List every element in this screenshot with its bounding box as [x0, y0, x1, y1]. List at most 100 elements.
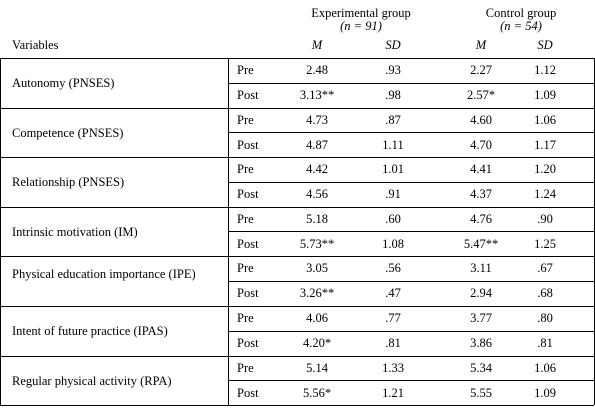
exp-sd-cell: .87: [385, 112, 401, 127]
variables-column-header: Variables: [12, 38, 59, 52]
exp-mean-cell: 5.73**: [299, 236, 335, 251]
ctl-sd-cell: 1.25: [534, 236, 556, 251]
ctl-sd-cell: .80: [537, 311, 553, 325]
control-group-header: Control group (n = 54): [486, 7, 556, 33]
exp-sd-cell: 1.21: [382, 385, 404, 400]
phase-label: Post: [237, 88, 259, 102]
ctl-mean-cell: 4.41: [470, 162, 492, 177]
pre-post-divider: [228, 380, 594, 381]
exp-sd-header: SD: [385, 38, 401, 52]
exp-sd-cell: .91: [385, 187, 401, 202]
ctl-sd-cell: 1.09: [534, 88, 556, 102]
group-divider: [0, 58, 594, 59]
group-divider: [0, 207, 594, 208]
phase-label: Post: [237, 336, 259, 350]
experimental-group-n: (n = 91): [340, 19, 382, 33]
ctl-mean-cell: 2.94: [470, 286, 492, 301]
ctl-sd-cell: .68: [537, 286, 553, 301]
phase-label: Pre: [237, 311, 254, 325]
exp-mean-cell: 4.87: [306, 137, 328, 152]
ctl-mean-header: M: [475, 38, 487, 52]
group-divider: [0, 157, 594, 158]
ctl-sd-cell: .90: [537, 211, 553, 226]
variable-label: Relationship (PNSES): [12, 175, 125, 190]
ctl-mean-cell: 3.77: [470, 311, 492, 325]
exp-sd-cell: .56: [385, 261, 401, 276]
exp-mean-cell: 2.48: [306, 63, 328, 77]
variable-label: Intrinsic motivation (IM): [12, 224, 138, 239]
exp-mean-cell: 3.05: [306, 261, 328, 276]
control-group-label: Control group: [485, 6, 557, 20]
exp-mean-header: M: [311, 38, 323, 52]
pre-post-divider: [228, 231, 594, 232]
group-divider: [0, 356, 594, 357]
pre-post-divider: [228, 132, 594, 133]
ctl-mean-cell: 3.86: [470, 336, 492, 350]
phase-label: Post: [237, 385, 259, 400]
ctl-sd-cell: 1.20: [534, 162, 556, 177]
exp-mean-cell: 4.20*: [302, 336, 332, 350]
ctl-mean-cell: 5.47**: [463, 236, 499, 251]
ctl-sd-cell: 1.17: [534, 137, 556, 152]
table-bottom-rule: [0, 405, 594, 406]
phase-label: Pre: [237, 360, 254, 375]
ctl-sd-cell: .67: [537, 261, 553, 276]
exp-sd-cell: .60: [385, 211, 401, 226]
group-divider: [0, 256, 594, 257]
ctl-sd-cell: 1.06: [534, 360, 556, 375]
variable-label: Physical education importance (IPE): [12, 267, 196, 282]
variable-label: Competence (PNSES): [12, 125, 124, 140]
ctl-mean-cell: 4.70: [470, 137, 492, 152]
ctl-mean-cell: 4.76: [470, 211, 492, 226]
phase-label: Pre: [237, 261, 254, 276]
exp-mean-cell: 5.14: [306, 360, 328, 375]
exp-mean-cell: 3.26**: [299, 286, 335, 301]
variable-label: Regular physical activity (RPA): [12, 373, 172, 388]
exp-mean-cell: 4.56: [306, 187, 328, 202]
exp-mean-cell: 4.06: [306, 311, 328, 325]
experimental-group-header: Experimental group (n = 91): [311, 7, 411, 33]
exp-mean-cell: 4.42: [306, 162, 328, 177]
phase-label: Post: [237, 187, 259, 202]
pre-post-divider: [228, 182, 594, 183]
variable-label: Autonomy (PNSES): [12, 76, 115, 90]
group-divider: [0, 306, 594, 307]
phase-label: Pre: [237, 211, 254, 226]
ctl-sd-cell: 1.09: [534, 385, 556, 400]
ctl-sd-cell: 1.12: [534, 63, 556, 77]
exp-mean-cell: 5.18: [306, 211, 328, 226]
phase-label: Pre: [237, 162, 254, 177]
exp-sd-cell: .81: [385, 336, 401, 350]
ctl-mean-cell: 3.11: [470, 261, 492, 276]
ctl-mean-cell: 5.34: [470, 360, 492, 375]
exp-sd-cell: 1.08: [382, 236, 404, 251]
exp-sd-cell: .77: [385, 311, 401, 325]
phase-label: Post: [237, 286, 259, 301]
pre-post-divider: [228, 281, 594, 282]
ctl-mean-cell: 4.37: [470, 187, 492, 202]
pre-post-divider: [228, 331, 594, 332]
exp-mean-cell: 5.56*: [302, 385, 332, 400]
phase-label: Pre: [237, 112, 254, 127]
phase-label: Post: [237, 236, 259, 251]
ctl-mean-cell: 2.27: [470, 63, 492, 77]
pre-post-divider: [228, 83, 594, 84]
ctl-mean-cell: 4.60: [470, 112, 492, 127]
ctl-sd-cell: .81: [537, 336, 553, 350]
exp-sd-cell: .47: [385, 286, 401, 301]
group-divider: [0, 108, 594, 109]
phase-label: Pre: [237, 63, 254, 77]
exp-sd-cell: .98: [385, 88, 401, 102]
exp-sd-cell: .93: [385, 63, 401, 77]
phase-column-rule: [228, 58, 229, 406]
ctl-sd-header: SD: [537, 38, 553, 52]
phase-label: Post: [237, 137, 259, 152]
control-group-n: (n = 54): [500, 19, 542, 33]
ctl-sd-cell: 1.24: [534, 187, 556, 202]
ctl-mean-cell: 5.55: [470, 385, 492, 400]
variable-label: Intent of future practice (IPAS): [12, 324, 168, 338]
exp-sd-cell: 1.33: [382, 360, 404, 375]
ctl-mean-cell: 2.57*: [466, 88, 496, 102]
experimental-group-label: Experimental group: [311, 6, 411, 20]
